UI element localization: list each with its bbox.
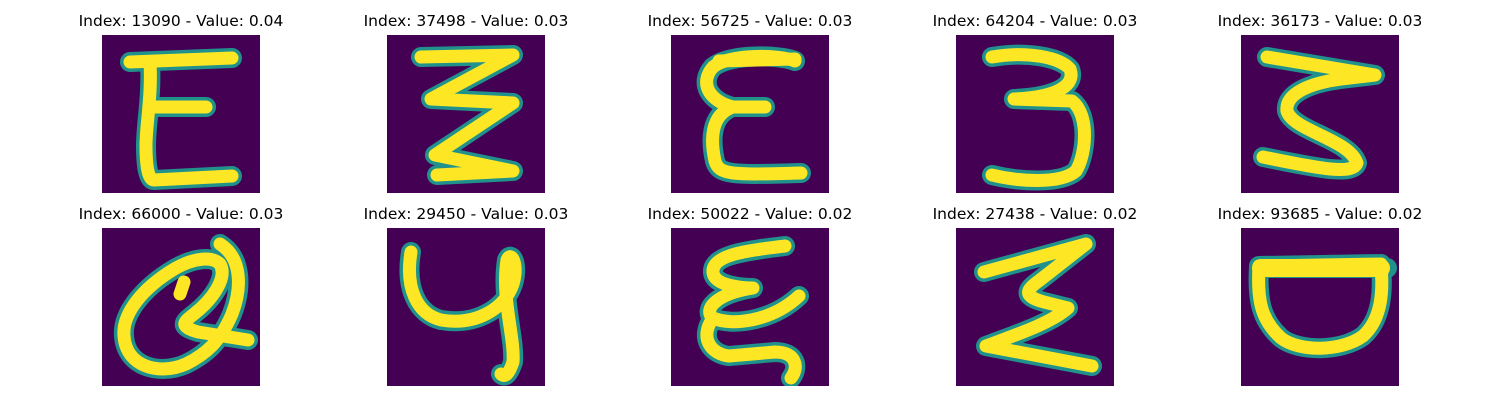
panel-10-title: Index: 93685 - Value: 0.02 — [1217, 205, 1423, 223]
panel-5-title: Index: 36173 - Value: 0.03 — [1217, 12, 1423, 30]
glyph-1-strokes — [120, 48, 242, 190]
glyph-4 — [982, 44, 1095, 191]
panel-3-image — [671, 35, 829, 193]
panel-9-title: Index: 27438 - Value: 0.02 — [932, 205, 1138, 223]
panel-7-image — [387, 228, 545, 386]
panel-5-image — [1241, 35, 1399, 193]
glyph-3 — [696, 46, 811, 184]
panel-1-title: Index: 13090 - Value: 0.04 — [78, 12, 284, 30]
glyph-5 — [1253, 47, 1385, 180]
glyph-10 — [1248, 254, 1397, 359]
panel-2-image — [387, 35, 545, 193]
panel-8-image — [671, 228, 829, 386]
panel-4-image — [956, 35, 1114, 193]
glyph-2 — [411, 45, 523, 185]
panel-1-image — [102, 35, 260, 193]
glyph-7 — [399, 242, 526, 386]
panel-2-title: Index: 37498 - Value: 0.03 — [363, 12, 569, 30]
glyph-9 — [974, 234, 1102, 376]
panel-3-title: Index: 56725 - Value: 0.03 — [647, 12, 853, 30]
panel-6-title: Index: 66000 - Value: 0.03 — [78, 205, 284, 223]
panel-9-image — [956, 228, 1114, 386]
panel-4-title: Index: 64204 - Value: 0.03 — [932, 12, 1138, 30]
glyph-8 — [697, 236, 809, 386]
panel-8-title: Index: 50022 - Value: 0.02 — [647, 205, 853, 223]
glyph-6 — [113, 234, 258, 379]
panel-6-image — [102, 228, 260, 386]
glyph-1 — [120, 48, 242, 190]
panel-10-image — [1241, 228, 1399, 386]
panel-7-title: Index: 29450 - Value: 0.03 — [363, 205, 569, 223]
